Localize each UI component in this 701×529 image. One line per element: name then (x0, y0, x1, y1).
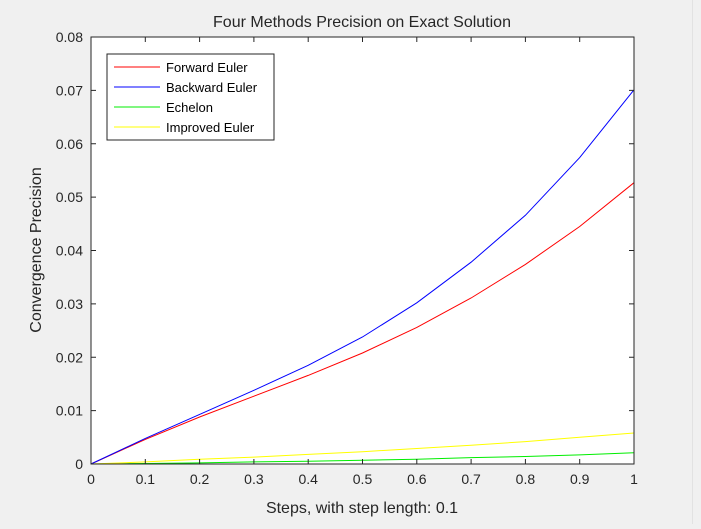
y-axis: 0 0.01 0.02 0.03 0.04 0.05 0.06 0.07 0.08 (56, 29, 634, 472)
legend-label: Backward Euler (166, 80, 258, 95)
x-axis-label: Steps, with step length: 0.1 (266, 500, 458, 517)
x-tick-label: 0.7 (461, 471, 481, 487)
x-tick-label: 1 (630, 471, 638, 487)
x-tick-label: 0 (87, 471, 95, 487)
x-tick-label: 0.1 (136, 471, 156, 487)
series-line-backward-euler (90, 89, 635, 465)
y-tick-label: 0.05 (56, 189, 83, 205)
legend-label: Forward Euler (166, 60, 248, 75)
x-tick-label: 0.3 (244, 471, 264, 487)
legend-label: Improved Euler (166, 120, 255, 135)
y-tick-label: 0.01 (56, 403, 83, 419)
x-tick-label: 0.9 (570, 471, 590, 487)
x-axis: 0 0.1 0.2 0.3 0.4 0.5 0.6 0.7 0.8 0.9 1 (87, 37, 638, 487)
chart: 0 0.1 0.2 0.3 0.4 0.5 0.6 0.7 0.8 0.9 1 00.010.020… (28, 14, 638, 517)
series-line-improved-euler (90, 432, 635, 465)
window-edge (692, 0, 701, 524)
x-tick-label: 0.4 (298, 471, 318, 487)
legend: Forward Euler Backward Euler Echelon Improv… (106, 53, 275, 141)
y-tick-label: 0.04 (56, 243, 83, 259)
chart-title: Four Methods Precision on Exact Solution (213, 14, 511, 31)
y-tick-label: 0 (75, 456, 83, 472)
y-tick-label: 0.08 (56, 29, 83, 45)
legend-box (106, 53, 275, 141)
y-axis-label: Convergence Precision (28, 167, 45, 332)
x-tick-label: 0.5 (353, 471, 373, 487)
series-line-forward-euler (90, 182, 635, 465)
y-tick-label: 0.07 (56, 82, 83, 98)
y-tick-label: 0.03 (56, 296, 83, 312)
x-tick-label: 0.6 (407, 471, 427, 487)
x-tick-label: 0.8 (516, 471, 536, 487)
x-tick-label: 0.2 (190, 471, 210, 487)
y-tick-label: 0.06 (56, 136, 83, 152)
legend-label: Echelon (166, 100, 213, 115)
y-tick-label: 0.02 (56, 349, 83, 365)
